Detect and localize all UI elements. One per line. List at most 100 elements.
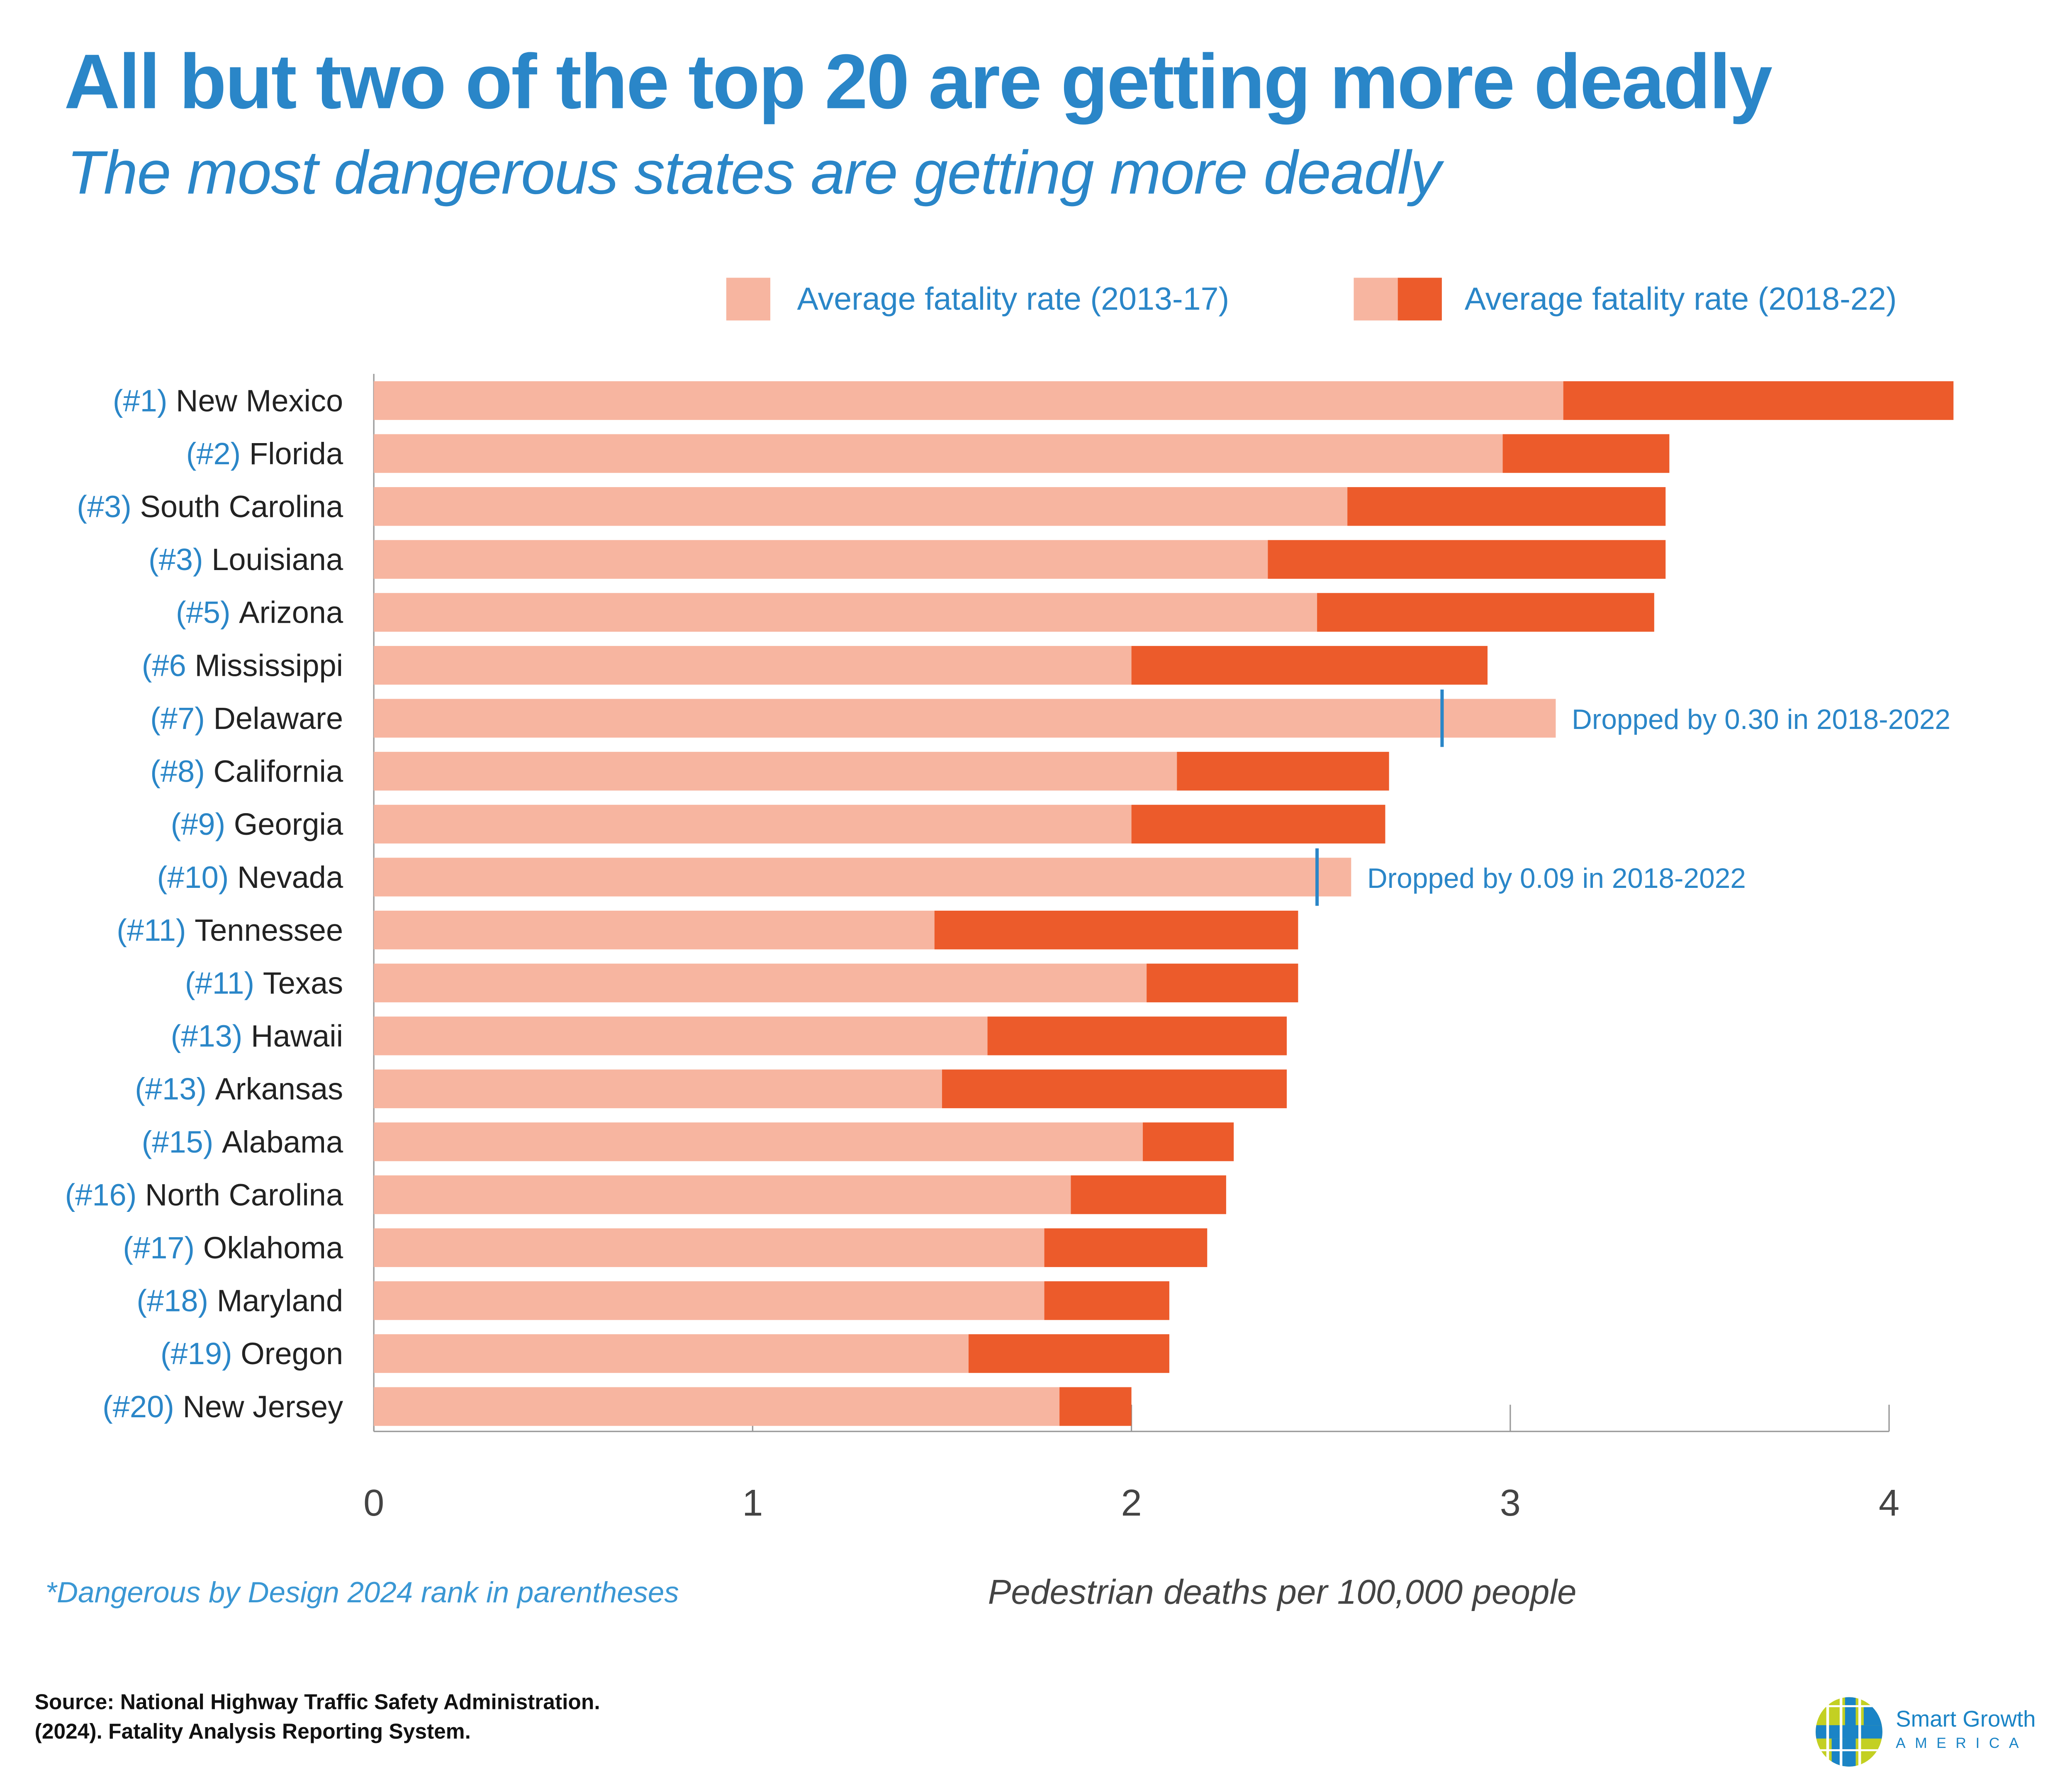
rank-label: (#8): [150, 754, 213, 789]
source-note: Source: National Highway Traffic Safety …: [35, 1689, 600, 1748]
category-label: (#13) Hawaii: [171, 1019, 343, 1053]
category-label: (#10) Nevada: [157, 860, 343, 895]
rank-label: (#15): [142, 1125, 222, 1159]
logo-subtext: AMERICA: [1896, 1735, 2028, 1752]
bar-2018-22-increase: [1131, 646, 1488, 685]
legend-label-2018-22: Average fatality rate (2018-22): [1465, 281, 1897, 317]
bar-2018-22-increase: [1044, 1228, 1208, 1267]
source-line-2: (2024). Fatality Analysis Reporting Syst…: [34, 1721, 471, 1744]
rank-label: (#18): [136, 1284, 217, 1318]
state-label: Maryland: [217, 1284, 343, 1318]
bar-2018-22-increase: [968, 1334, 1169, 1373]
rank-label: (#6: [142, 648, 195, 682]
state-label: Oklahoma: [203, 1231, 343, 1265]
category-label: (#3) South Carolina: [77, 489, 343, 524]
rank-label: (#9): [171, 807, 234, 841]
state-label: Georgia: [234, 807, 343, 841]
state-label: New Jersey: [183, 1389, 343, 1424]
bar-2018-22-increase: [934, 910, 1298, 950]
category-label: (#9) Georgia: [171, 807, 343, 841]
state-label: Arizona: [239, 595, 343, 630]
annotation-text: Dropped by 0.09 in 2018-2022: [1367, 863, 1746, 894]
bar-2018-22-increase: [1563, 381, 1954, 420]
rank-label: (#5): [176, 595, 239, 630]
bar-2013-17: [374, 1228, 1045, 1267]
legend-swatch-2018-22-light: [1354, 278, 1398, 321]
category-label: (#15) Alabama: [142, 1125, 343, 1159]
legend-label-2013-17: Average fatality rate (2013-17): [797, 281, 1229, 317]
legend-swatch-2018-22-dark: [1398, 278, 1442, 321]
x-tick-label: 3: [1500, 1482, 1521, 1524]
bar-2018-22-increase: [1502, 434, 1670, 473]
rank-label: (#2): [186, 436, 249, 471]
rank-label: (#17): [123, 1231, 203, 1265]
legend-swatch-2013-17: [726, 278, 771, 321]
state-label: Arkansas: [215, 1072, 343, 1106]
category-label: (#18) Maryland: [136, 1284, 343, 1318]
rank-label: (#11): [185, 966, 263, 1000]
category-label: (#6 Mississippi: [142, 648, 343, 682]
rank-note: *Dangerous by Design 2024 rank in parent…: [45, 1575, 679, 1609]
rank-label: (#13): [135, 1072, 215, 1106]
bar-2018-22-increase: [1347, 487, 1666, 526]
state-label: Alabama: [222, 1125, 343, 1159]
rank-label: (#10): [157, 860, 237, 895]
bar-2013-17: [374, 487, 1348, 526]
bar-2013-17: [374, 804, 1132, 844]
bar-2013-17: [374, 1387, 1060, 1426]
state-label: Texas: [263, 966, 343, 1000]
bar-2018-22-increase: [1071, 1175, 1226, 1214]
bar-2018-22-increase: [1131, 804, 1385, 844]
bar-2013-17: [374, 540, 1268, 579]
rank-label: (#3): [149, 542, 212, 577]
state-label: Louisiana: [212, 542, 343, 577]
category-label: (#11) Tennessee: [117, 913, 343, 947]
bar-2018-22-increase: [1268, 540, 1666, 579]
bar-2013-17: [374, 1175, 1071, 1214]
rank-label: (#16): [65, 1177, 145, 1212]
bar-2018-22-increase: [1147, 963, 1298, 1002]
state-label: New Mexico: [176, 383, 343, 418]
bar-2018-22-increase: [1044, 1281, 1169, 1320]
bar-2013-17: [374, 434, 1503, 473]
x-tick-label: 1: [742, 1482, 763, 1524]
bar-2013-17: [374, 1069, 942, 1109]
bar-2018-22-increase: [942, 1069, 1287, 1109]
rank-label: (#3): [77, 489, 140, 524]
bar-2013-17: [374, 858, 1351, 897]
bar-2013-17: [374, 699, 1556, 738]
state-label: Hawaii: [251, 1019, 343, 1053]
chart-subtitle: The most dangerous states are getting mo…: [66, 137, 1441, 207]
bar-2018-22-increase: [1142, 1122, 1234, 1161]
state-label: Mississippi: [195, 648, 343, 682]
bar-2013-17: [374, 910, 935, 950]
x-tick-label: 2: [1121, 1482, 1142, 1524]
category-label: (#19) Oregon: [161, 1336, 343, 1371]
bar-2013-17: [374, 1122, 1143, 1161]
bar-2018-22-increase: [987, 1016, 1287, 1055]
rank-label: (#1): [113, 383, 176, 418]
category-label: (#13) Arkansas: [135, 1072, 343, 1106]
logo-text: Smart Growth: [1896, 1706, 2036, 1732]
category-label: (#11) Texas: [185, 966, 343, 1000]
bar-2013-17: [374, 1334, 969, 1373]
state-label: Florida: [249, 436, 343, 471]
state-label: Delaware: [213, 701, 343, 736]
bar-2013-17: [374, 752, 1177, 791]
bar-2013-17: [374, 593, 1317, 632]
logo-globe-icon: [1816, 1697, 1882, 1767]
state-label: Oregon: [241, 1336, 343, 1371]
annotation-text: Dropped by 0.30 in 2018-2022: [1572, 704, 1950, 735]
category-label: (#8) California: [150, 754, 343, 789]
category-label: (#20) New Jersey: [102, 1389, 343, 1424]
category-label: (#5) Arizona: [176, 595, 343, 630]
bar-2013-17: [374, 963, 1147, 1002]
x-axis-label: Pedestrian deaths per 100,000 people: [988, 1572, 1577, 1612]
bar-2018-22-increase: [1317, 593, 1654, 632]
state-label: South Carolina: [140, 489, 343, 524]
x-tick-label: 0: [363, 1482, 384, 1524]
state-label: North Carolina: [145, 1177, 343, 1212]
rank-label: (#11): [117, 913, 195, 947]
